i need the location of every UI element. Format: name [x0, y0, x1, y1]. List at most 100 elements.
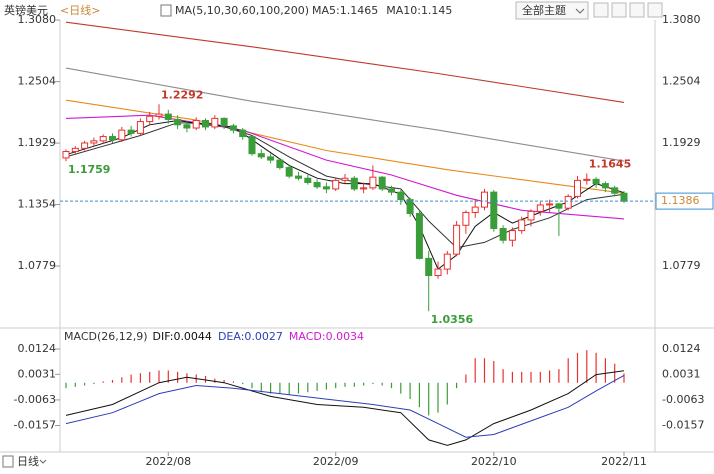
candle-body	[555, 203, 563, 209]
candle-body	[527, 210, 535, 221]
y-tick-label-right: 1.1929	[662, 136, 701, 149]
macd-legend: DEA:0.0027	[218, 330, 283, 343]
candle-body	[499, 227, 507, 241]
candle-body	[388, 188, 395, 193]
candle-body	[267, 156, 275, 161]
candle-body	[564, 195, 572, 209]
y-tick-label-right: 1.0779	[662, 259, 701, 272]
y-tick-label: -0.0063	[14, 393, 56, 406]
candle-body	[136, 121, 144, 134]
period-selector[interactable]: <日线>	[60, 3, 100, 17]
y-tick-label-right: 1.3080	[662, 13, 701, 26]
candle-body	[415, 213, 423, 259]
y-tick-label: 1.1929	[18, 136, 57, 149]
candle-body	[99, 136, 107, 142]
candle-body	[378, 176, 386, 190]
x-tick-label: 2022/10	[471, 455, 517, 468]
ma-legend: MA10:1.145	[386, 4, 452, 17]
theme-button-label: 全部主题	[522, 3, 566, 17]
candle-body	[211, 117, 219, 128]
candle-body	[174, 118, 182, 126]
extreme-label: 1.1759	[68, 163, 110, 176]
y-tick-label-right: -0.0063	[662, 393, 704, 406]
candle-body	[322, 186, 330, 190]
x-tick-label: 2022/11	[601, 455, 647, 468]
candle-body	[453, 224, 461, 255]
y-tick-label: 1.3080	[18, 13, 57, 26]
candle-body	[443, 253, 451, 270]
macd-title: MACD(26,12,9)	[64, 330, 148, 343]
extreme-label: 1.1645	[589, 157, 631, 170]
period-arrow	[39, 459, 47, 464]
x-tick-label: 2022/08	[145, 455, 191, 468]
candle-body	[611, 187, 619, 194]
period-button[interactable]: 日线	[17, 454, 39, 468]
y-tick-label: 1.0779	[18, 259, 57, 272]
macd-legend: MACD:0.0034	[289, 330, 364, 343]
zoom-in-button[interactable]	[593, 2, 609, 18]
candle-body	[295, 175, 302, 179]
moving-average-line	[65, 99, 625, 194]
zoom-out-button[interactable]	[611, 2, 627, 18]
fullscreen-button[interactable]	[647, 2, 663, 18]
last-price-label: 1.1386	[661, 194, 700, 207]
y-tick-label-right: 0.0031	[662, 367, 701, 380]
calendar-icon[interactable]	[2, 455, 14, 468]
candle-body	[81, 142, 89, 149]
candle-body	[109, 136, 116, 141]
candle-body	[183, 124, 191, 129]
candle-body	[202, 120, 209, 128]
candle-body	[248, 136, 256, 155]
candle-body	[313, 182, 321, 188]
candle-body	[146, 115, 154, 123]
candle-body	[350, 177, 358, 190]
y-tick-label-right: 1.2504	[662, 75, 701, 88]
y-tick-label: -0.0157	[14, 418, 56, 431]
candle-body	[471, 206, 479, 213]
candle-body	[220, 117, 228, 127]
candle-body	[360, 187, 368, 190]
extreme-label: 1.2292	[161, 88, 203, 101]
theme-button[interactable]	[515, 1, 589, 20]
candle-body	[341, 177, 349, 181]
candle-body	[229, 125, 237, 131]
candle-body	[304, 177, 312, 184]
candle-body	[239, 129, 247, 138]
y-tick-label-right: -0.0157	[662, 418, 704, 431]
reset-button[interactable]	[629, 2, 645, 18]
candle-body	[620, 192, 628, 202]
y-tick-label: 1.2504	[18, 75, 57, 88]
candle-body	[536, 204, 544, 212]
y-tick-label-right: 0.0124	[662, 342, 701, 355]
candle-body	[518, 219, 526, 232]
candle-body	[71, 147, 79, 153]
candle-body	[90, 140, 98, 144]
candle-body	[508, 230, 516, 241]
candle-body	[192, 120, 200, 129]
y-tick-label: 0.0031	[18, 367, 57, 380]
instrument-title: 英镑美元	[4, 3, 48, 17]
candle-body	[462, 211, 470, 226]
candle-body	[601, 183, 609, 189]
candle-body	[332, 179, 340, 190]
ma-label: MA(5,10,30,60,100,200)	[175, 4, 309, 17]
candle-body	[155, 113, 163, 117]
candle-body	[546, 203, 554, 206]
x-tick-label: 2022/09	[313, 455, 359, 468]
candle-body	[481, 191, 488, 208]
macd-line	[65, 374, 625, 438]
candle-body	[369, 176, 377, 189]
candle-body	[257, 153, 265, 158]
y-tick-label: 0.0124	[18, 342, 57, 355]
candle-body	[276, 159, 284, 169]
candle-body	[434, 268, 442, 277]
ma-legend: MA5:1.1465	[312, 4, 378, 17]
candle-body	[62, 151, 70, 159]
candle-body	[285, 167, 293, 177]
extreme-label: 1.0356	[431, 313, 474, 326]
macd-legend: DIF:0.0044	[153, 330, 212, 343]
settings-icon[interactable]	[160, 4, 172, 17]
y-tick-label: 1.1354	[18, 198, 57, 211]
